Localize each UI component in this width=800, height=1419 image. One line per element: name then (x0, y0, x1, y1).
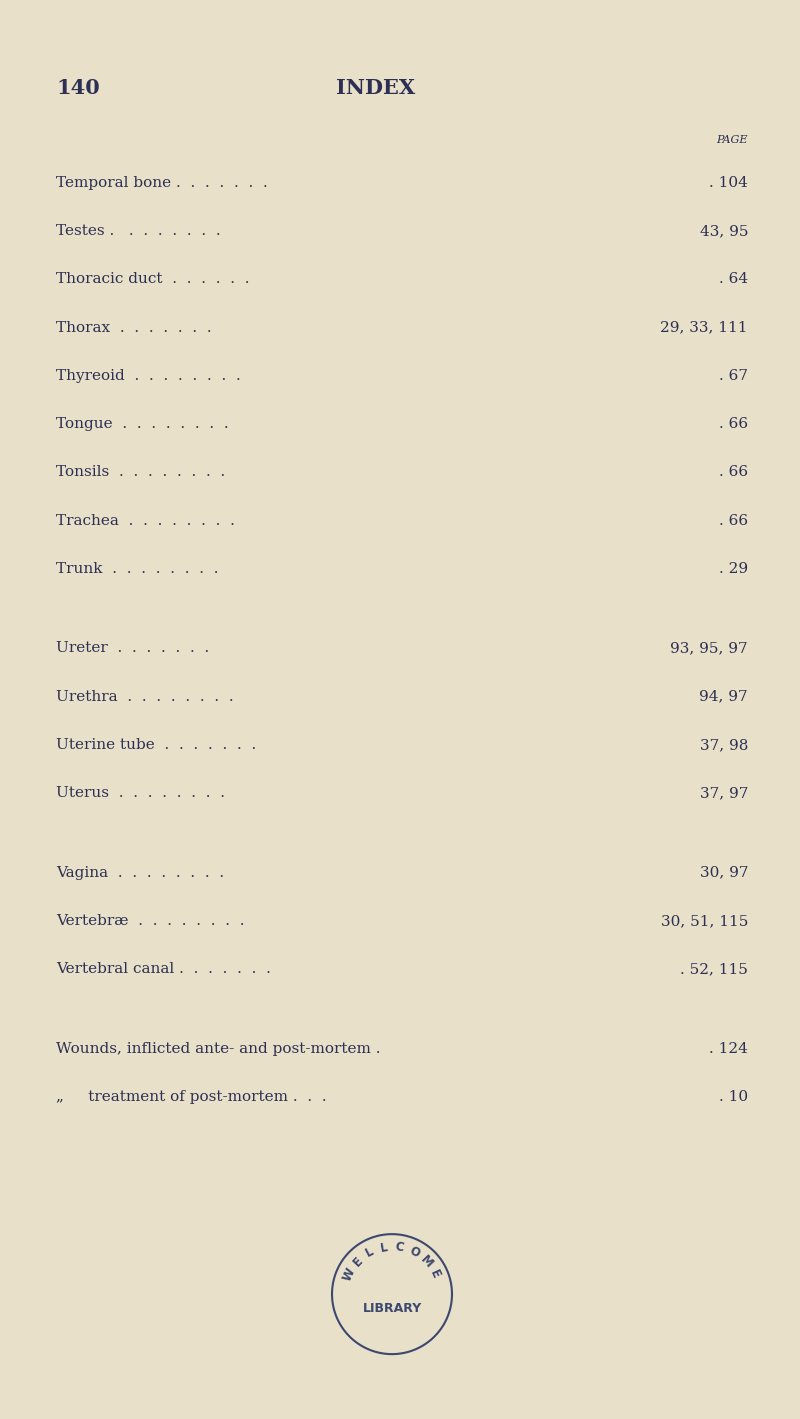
Text: 29, 33, 111: 29, 33, 111 (661, 321, 748, 335)
Text: . 29: . 29 (719, 562, 748, 576)
Text: . 66: . 66 (719, 465, 748, 480)
Text: Uterine tube  .  .  .  .  .  .  .: Uterine tube . . . . . . . (56, 738, 256, 752)
Text: LIBRARY: LIBRARY (362, 1301, 422, 1315)
Text: Testes .   .  .  .  .  .  .  .: Testes . . . . . . . . (56, 224, 221, 238)
Text: . 104: . 104 (709, 176, 748, 190)
Text: M: M (418, 1253, 435, 1270)
Text: Trachea  .  .  .  .  .  .  .  .: Trachea . . . . . . . . (56, 514, 235, 528)
Text: W: W (341, 1266, 358, 1283)
Text: E: E (350, 1254, 366, 1269)
Text: Temporal bone .  .  .  .  .  .  .: Temporal bone . . . . . . . (56, 176, 268, 190)
Text: Vagina  .  .  .  .  .  .  .  .: Vagina . . . . . . . . (56, 866, 224, 880)
Text: O: O (406, 1244, 422, 1260)
Text: Ureter  .  .  .  .  .  .  .: Ureter . . . . . . . (56, 641, 210, 656)
Text: Vertebræ  .  .  .  .  .  .  .  .: Vertebræ . . . . . . . . (56, 914, 245, 928)
Text: Wounds, inflicted ante- and post-mortem .: Wounds, inflicted ante- and post-mortem … (56, 1042, 381, 1056)
Text: L: L (380, 1240, 389, 1254)
Text: L: L (363, 1244, 376, 1260)
Text: 93, 95, 97: 93, 95, 97 (670, 641, 748, 656)
Text: Thoracic duct  .  .  .  .  .  .: Thoracic duct . . . . . . (56, 272, 250, 287)
Text: . 124: . 124 (709, 1042, 748, 1056)
Text: . 67: . 67 (719, 369, 748, 383)
Text: 94, 97: 94, 97 (699, 690, 748, 704)
Text: INDEX: INDEX (336, 78, 415, 98)
Text: Trunk  .  .  .  .  .  .  .  .: Trunk . . . . . . . . (56, 562, 218, 576)
Text: C: C (394, 1240, 405, 1254)
Text: 37, 98: 37, 98 (700, 738, 748, 752)
Text: 37, 97: 37, 97 (700, 786, 748, 800)
Text: 30, 51, 115: 30, 51, 115 (661, 914, 748, 928)
Text: Thorax  .  .  .  .  .  .  .: Thorax . . . . . . . (56, 321, 212, 335)
Text: . 10: . 10 (719, 1090, 748, 1104)
Text: 30, 97: 30, 97 (699, 866, 748, 880)
Text: Uterus  .  .  .  .  .  .  .  .: Uterus . . . . . . . . (56, 786, 225, 800)
Text: Tongue  .  .  .  .  .  .  .  .: Tongue . . . . . . . . (56, 417, 229, 431)
Text: Thyreoid  .  .  .  .  .  .  .  .: Thyreoid . . . . . . . . (56, 369, 241, 383)
Text: 43, 95: 43, 95 (699, 224, 748, 238)
Text: . 64: . 64 (719, 272, 748, 287)
Text: Vertebral canal .  .  .  .  .  .  .: Vertebral canal . . . . . . . (56, 962, 271, 976)
Text: E: E (427, 1267, 442, 1280)
Text: PAGE: PAGE (717, 135, 748, 145)
Text: . 52, 115: . 52, 115 (680, 962, 748, 976)
Text: . 66: . 66 (719, 514, 748, 528)
Text: Urethra  .  .  .  .  .  .  .  .: Urethra . . . . . . . . (56, 690, 234, 704)
Text: 140: 140 (56, 78, 100, 98)
Text: Tonsils  .  .  .  .  .  .  .  .: Tonsils . . . . . . . . (56, 465, 226, 480)
Text: . 66: . 66 (719, 417, 748, 431)
Text: „     treatment of post-mortem .  .  .: „ treatment of post-mortem . . . (56, 1090, 326, 1104)
